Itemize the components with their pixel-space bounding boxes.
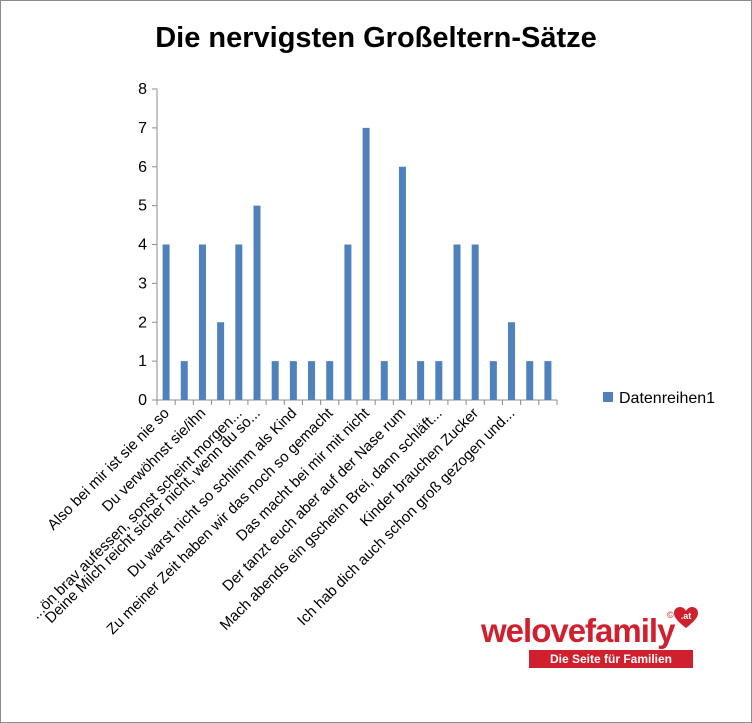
legend-label: Datenreihen1 <box>619 390 715 407</box>
bar <box>362 127 370 400</box>
bar <box>344 244 352 400</box>
y-tick-label: 7 <box>138 120 147 137</box>
bar <box>198 244 206 400</box>
legend-swatch <box>603 392 613 402</box>
y-tick-label: 3 <box>138 275 147 292</box>
y-tick-label: 6 <box>138 159 147 176</box>
bar <box>271 361 279 400</box>
bar <box>544 361 552 400</box>
bar <box>489 361 497 400</box>
y-tick-label: 2 <box>138 314 147 331</box>
logo-tld: .at <box>681 611 692 621</box>
bar <box>308 361 316 400</box>
bar <box>453 244 461 400</box>
bar <box>217 322 225 400</box>
y-tick-label: 8 <box>138 81 147 98</box>
y-tick-label: 4 <box>138 237 147 254</box>
y-tick-label: 5 <box>138 198 147 215</box>
logo-wordmark: welovefamily <box>481 612 675 649</box>
chart-title: Die nervigsten Großeltern-Sätze <box>155 22 597 54</box>
bar <box>508 322 516 400</box>
bar <box>435 361 443 400</box>
heart-icon: .at <box>674 607 698 628</box>
bar <box>380 361 388 400</box>
y-tick-label: 0 <box>138 392 147 409</box>
bar <box>235 244 243 400</box>
y-tick-label: 1 <box>138 353 147 370</box>
bar <box>289 361 297 400</box>
logo-tagline: Die Seite für Familien <box>529 650 693 668</box>
bar <box>471 244 479 400</box>
bar <box>180 361 188 400</box>
bar <box>162 244 170 400</box>
logo-copyright: © <box>667 610 674 620</box>
bar <box>417 361 425 400</box>
bar <box>526 361 534 400</box>
bar <box>326 361 334 400</box>
bar <box>398 166 406 400</box>
welovefamily-logo: welovefamily © .at Die Seite für Familie… <box>481 606 701 670</box>
bar <box>253 205 261 400</box>
